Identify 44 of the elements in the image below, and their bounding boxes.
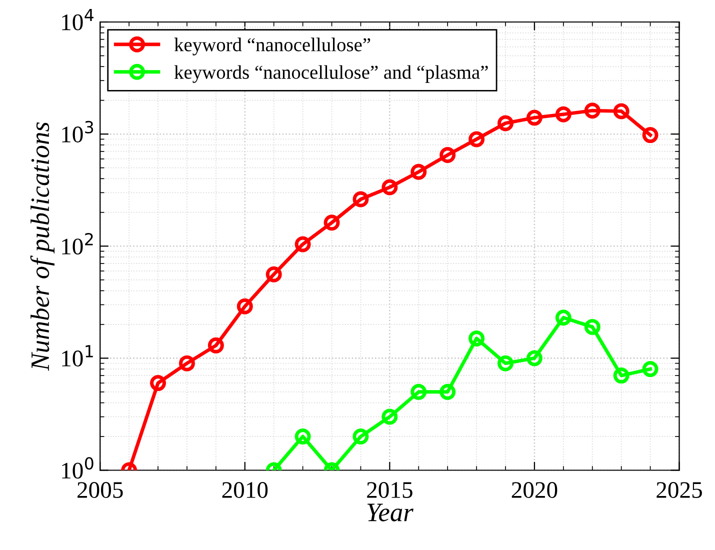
point — [208, 337, 224, 354]
x-tick-label: 2020 — [512, 482, 558, 498]
point — [468, 131, 485, 148]
point — [526, 110, 542, 126]
point — [382, 179, 398, 196]
point — [294, 428, 311, 444]
x-tick-label: 2015 — [367, 482, 412, 498]
y-tick-label: 10$^{2}$ — [62, 232, 93, 255]
point — [468, 330, 485, 346]
x-tick-label: 2005 — [78, 482, 123, 498]
y-axis-title: Number of publications — [30, 122, 55, 371]
x-axis-title: Year — [367, 504, 414, 522]
point — [294, 236, 311, 252]
point — [150, 375, 166, 392]
point — [498, 115, 514, 132]
point — [410, 384, 427, 400]
x-tick-label: 2010 — [222, 482, 268, 498]
point — [410, 164, 427, 180]
point — [324, 214, 340, 231]
point — [555, 106, 572, 122]
y-tick-label: 10$^{1}$ — [62, 345, 93, 366]
point — [352, 191, 369, 208]
legend-label: keyword “nanocellulose” — [174, 38, 370, 56]
point — [178, 355, 195, 372]
point — [642, 361, 658, 378]
point — [613, 103, 630, 120]
point — [236, 298, 253, 314]
point — [352, 428, 369, 444]
point — [584, 318, 600, 335]
point — [584, 102, 600, 119]
point — [613, 368, 630, 384]
point — [498, 355, 514, 372]
y-tick-label: 10$^{0}$ — [62, 457, 94, 479]
x-tick-label: 2025 — [656, 482, 702, 498]
point — [266, 266, 282, 282]
legend-label: keywords “nanocellulose” and “plasma” — [174, 65, 488, 83]
point — [382, 408, 398, 425]
y-tick-label: 10$^{4}$ — [62, 8, 94, 30]
y-tick-label: 10$^{3}$ — [62, 120, 94, 142]
point — [642, 127, 658, 144]
point — [440, 384, 456, 400]
point — [555, 310, 572, 326]
point — [440, 147, 456, 164]
point — [526, 350, 542, 366]
